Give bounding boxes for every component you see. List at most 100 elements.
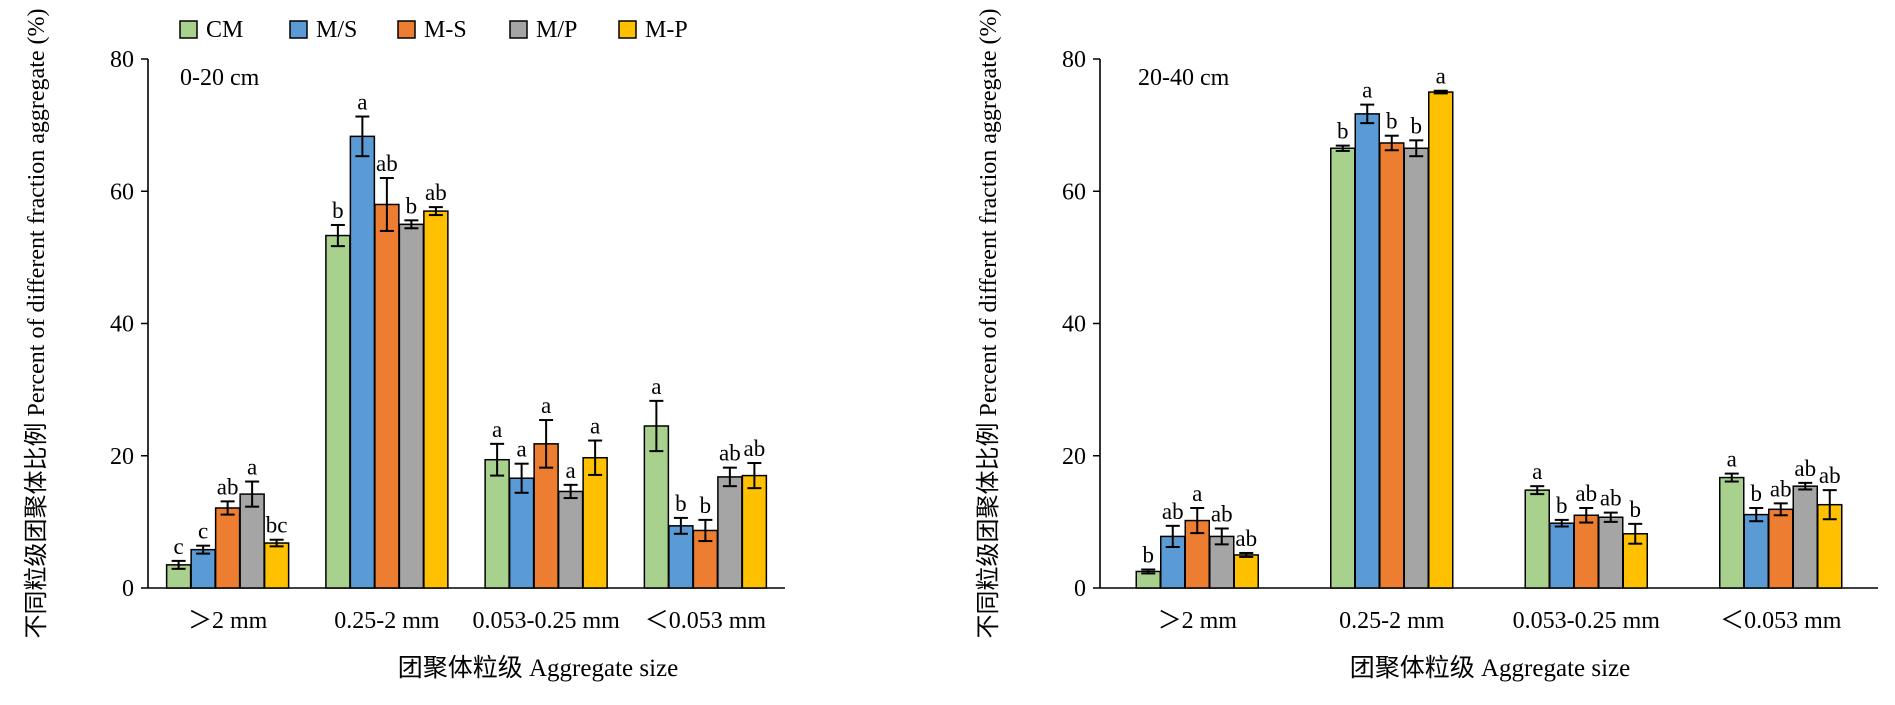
bar-M/S-0 bbox=[190, 548, 216, 589]
error-bar bbox=[355, 115, 370, 158]
y-tick-label: 40 bbox=[1062, 312, 1086, 338]
error-bar bbox=[722, 466, 737, 488]
bar-M/P-1 bbox=[398, 223, 425, 589]
significance-letter: b bbox=[406, 193, 418, 218]
error-bar bbox=[673, 516, 688, 535]
error-bar bbox=[1773, 502, 1788, 517]
y-tick-label: 0 bbox=[1074, 576, 1086, 602]
significance-letter: a bbox=[1192, 481, 1202, 506]
error-bar bbox=[1433, 89, 1448, 95]
significance-letter: a bbox=[517, 437, 527, 462]
legend: CM M/S M-S M/P M-P bbox=[179, 17, 688, 43]
error-bar bbox=[1749, 506, 1764, 523]
significance-letter: b bbox=[700, 493, 712, 518]
error-bar bbox=[1141, 568, 1156, 575]
x-axis-label: 团聚体粒级 Aggregate size bbox=[1350, 654, 1630, 682]
bar-CM-2 bbox=[1524, 489, 1550, 589]
error-bar bbox=[1798, 481, 1813, 491]
error-bar bbox=[1214, 527, 1229, 546]
significance-letter: a bbox=[1362, 78, 1372, 103]
legend-item-4: M-P bbox=[618, 17, 688, 43]
bar-CM-1 bbox=[1330, 147, 1356, 589]
bar-M/S-3 bbox=[1743, 513, 1769, 589]
significance-letter: ab bbox=[425, 180, 447, 205]
y-tick-label: 40 bbox=[110, 312, 134, 338]
y-tick-label: 20 bbox=[1062, 444, 1086, 470]
error-bar bbox=[649, 399, 664, 453]
error-bar bbox=[1724, 472, 1739, 483]
bar-M-S-1 bbox=[374, 203, 400, 589]
significance-letter: ab bbox=[1600, 486, 1622, 511]
legend-swatch bbox=[618, 20, 637, 39]
y-tick-label: 60 bbox=[1062, 179, 1086, 205]
significance-letter: ab bbox=[217, 474, 239, 499]
legend-item-2: M-S bbox=[397, 17, 467, 43]
significance-letter: ab bbox=[1211, 501, 1233, 526]
x-tick-label: ＞2 mm bbox=[1158, 608, 1238, 634]
error-bar bbox=[330, 223, 345, 248]
significance-letter: bc bbox=[266, 513, 288, 538]
bar-M-P-3 bbox=[741, 474, 768, 589]
legend-label: M/P bbox=[536, 17, 577, 43]
x-tick-label: 0.25-2 mm bbox=[334, 608, 440, 634]
significance-letter: c bbox=[198, 519, 208, 544]
bar-M/P-3 bbox=[1792, 485, 1818, 589]
bar-M/S-1 bbox=[1354, 113, 1380, 589]
legend-swatch bbox=[289, 20, 308, 39]
bar-M/S-0 bbox=[1160, 535, 1186, 589]
significance-letter: a bbox=[566, 458, 576, 483]
error-bar bbox=[220, 500, 235, 516]
bar-M-S-1 bbox=[1379, 142, 1405, 589]
error-bar bbox=[1579, 506, 1594, 524]
bar-CM-1 bbox=[325, 234, 351, 589]
significance-letter: a bbox=[1436, 64, 1446, 89]
significance-letter: b bbox=[1556, 493, 1568, 518]
error-bar bbox=[428, 206, 443, 217]
y-tick-label: 80 bbox=[1062, 47, 1086, 73]
significance-letter: ab bbox=[1819, 463, 1841, 488]
significance-letter: a bbox=[1727, 447, 1737, 472]
x-tick-label: 0.053-0.25 mm bbox=[1513, 608, 1661, 634]
bar-CM-2 bbox=[484, 458, 510, 589]
significance-letter: b bbox=[332, 198, 344, 223]
x-tick-label: 0.25-2 mm bbox=[1339, 608, 1445, 634]
bar-M-P-0 bbox=[1233, 554, 1259, 589]
error-bar bbox=[1335, 144, 1350, 152]
bar-M-P-2 bbox=[582, 456, 608, 589]
significance-letter: b bbox=[1411, 113, 1423, 138]
y-axis-label: 不同粒级团聚体比例 Percent of different fraction … bbox=[975, 8, 1002, 638]
legend-label: M-S bbox=[424, 17, 467, 43]
x-tick-label: ＜0.053 mm bbox=[1720, 608, 1842, 634]
error-bar bbox=[490, 442, 505, 477]
significance-letter: b bbox=[1143, 542, 1155, 567]
y-tick-label: 20 bbox=[110, 444, 134, 470]
legend-label: M/S bbox=[316, 17, 357, 43]
significance-letter: b bbox=[1751, 481, 1763, 506]
significance-letter: a bbox=[247, 455, 257, 480]
significance-letter: ab bbox=[719, 441, 741, 466]
bar-M/P-3 bbox=[717, 476, 743, 589]
significance-letter: ab bbox=[744, 436, 766, 461]
bar-M-S-2 bbox=[1573, 514, 1599, 589]
bar-M/S-2 bbox=[1549, 522, 1575, 589]
significance-letter: b bbox=[675, 491, 687, 516]
significance-letter: b bbox=[1337, 119, 1349, 144]
error-bar bbox=[1554, 518, 1569, 528]
y-axis-label: 不同粒级团聚体比例 Percent of different fraction … bbox=[23, 8, 50, 638]
panel-label: 20-40 cm bbox=[1138, 65, 1230, 91]
significance-letter: ab bbox=[1575, 481, 1597, 506]
bar-CM-3 bbox=[1719, 476, 1745, 589]
y-tick-label: 80 bbox=[110, 47, 134, 73]
legend-label: M-P bbox=[645, 17, 688, 43]
legend-label: CM bbox=[206, 17, 243, 43]
bar-M/P-2 bbox=[557, 490, 584, 589]
legend-item-1: M/S bbox=[289, 17, 357, 43]
error-bar bbox=[1603, 511, 1618, 523]
legend-swatch bbox=[397, 20, 416, 39]
significance-letter: ab bbox=[1770, 476, 1792, 501]
legend-swatch bbox=[179, 20, 198, 39]
bar-M-P-0 bbox=[263, 542, 290, 589]
significance-letter: ab bbox=[1794, 456, 1816, 481]
